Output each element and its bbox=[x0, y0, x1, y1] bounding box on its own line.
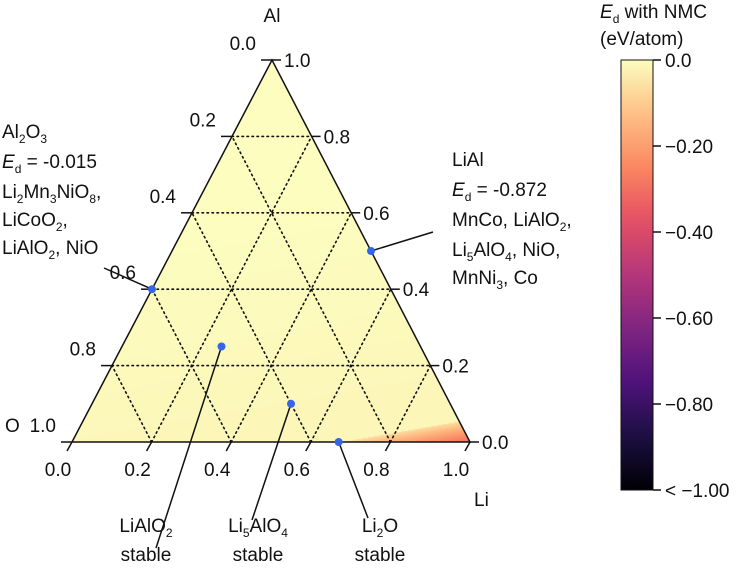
axis-ticks: 0.00.00.00.20.20.20.40.40.40.60.60.60.80… bbox=[30, 34, 509, 481]
colorbar-tick-label: −0.20 bbox=[665, 137, 713, 158]
stable-label: stable bbox=[121, 545, 172, 566]
colorbar-tick-label: −0.60 bbox=[665, 309, 713, 330]
leader-line bbox=[155, 346, 223, 549]
bottom-tick-mark bbox=[305, 441, 312, 452]
bottom-tick-mark bbox=[145, 441, 153, 452]
lial-annotation-line: Ed​ = -0.872 bbox=[452, 180, 547, 204]
lial-annotation-line: LiAl bbox=[452, 150, 484, 171]
left-tick-label: 0.0 bbox=[230, 34, 256, 55]
data-point-3 bbox=[217, 342, 226, 351]
stable-label: LiAlO2​ bbox=[119, 516, 172, 540]
left-tick-label: 1.0 bbox=[30, 416, 56, 437]
colorbar: 0.0 −0.20 −0.40 −0.60 −0.80 < −1.00 Ed with NM… bbox=[600, 2, 729, 502]
right-tick-label: 0.8 bbox=[324, 127, 350, 148]
data-point-1 bbox=[148, 285, 156, 294]
data-point-5 bbox=[334, 438, 343, 446]
data-points bbox=[148, 247, 375, 446]
right-tick-label: 0.2 bbox=[442, 357, 468, 378]
lial-annotation-line: Li5​AlO4​, NiO, bbox=[452, 240, 560, 264]
grid-line-o bbox=[191, 212, 312, 443]
annotations: Al2​O3​ Ed​ = -0.015 Li2​Mn3​NiO8​, LiCoO2​… bbox=[2, 122, 572, 566]
bottom-tick-mark bbox=[464, 441, 471, 452]
bottom-tick-label: 0.2 bbox=[124, 460, 150, 481]
colorbar-units: (eV/atom) bbox=[600, 29, 683, 50]
right-tick-label: 0.4 bbox=[403, 280, 430, 301]
leader-line bbox=[251, 403, 292, 521]
al2o3-annotation-line: Al2​O3​ bbox=[2, 122, 47, 146]
grid-line-o bbox=[111, 364, 153, 443]
bottom-tick-mark bbox=[225, 441, 232, 452]
bottom-tick-label: 0.6 bbox=[284, 460, 310, 481]
al2o3-annotation-line: LiAlO2​, NiO bbox=[2, 238, 98, 262]
right-tick-label: 0.0 bbox=[482, 433, 508, 454]
colorbar-tick-label: 0.0 bbox=[665, 51, 691, 72]
bottom-tick-mark bbox=[384, 441, 392, 452]
leader-line bbox=[103, 267, 153, 290]
grid-line-li bbox=[389, 364, 432, 443]
leader-line bbox=[370, 231, 434, 252]
vertex-label-al: Al bbox=[264, 6, 281, 27]
stable-label: stable bbox=[233, 545, 284, 566]
right-tick-label: 0.6 bbox=[363, 204, 389, 225]
colorbar-tick-label: −0.40 bbox=[665, 223, 713, 244]
lial-annotation-line: MnNi3​, Co bbox=[452, 268, 538, 292]
stable-label: stable bbox=[355, 545, 406, 566]
bottom-tick-label: 0.0 bbox=[45, 460, 71, 481]
ternary-heatmap bbox=[72, 60, 470, 442]
grid-line-li bbox=[309, 288, 392, 443]
bottom-tick-label: 0.8 bbox=[363, 460, 389, 481]
grid-line-li bbox=[230, 212, 353, 443]
stable-label: Li5​AlO4​ bbox=[228, 516, 288, 540]
vertex-labels: Al O Li bbox=[5, 6, 489, 511]
data-point-2 bbox=[367, 247, 375, 255]
bottom-tick-label: 1.0 bbox=[443, 460, 469, 481]
leader-lines bbox=[103, 231, 434, 549]
colorbar-tick-label: −0.80 bbox=[665, 395, 713, 416]
data-point-4 bbox=[287, 399, 295, 408]
bottom-tick-mark bbox=[66, 441, 73, 452]
al2o3-annotation-line: Ed​ = -0.015 bbox=[2, 152, 97, 176]
ternary-grid bbox=[111, 135, 432, 443]
colorbar-tick-label: < −1.00 bbox=[665, 481, 729, 502]
bottom-tick-label: 0.4 bbox=[204, 460, 231, 481]
left-tick-label: 0.2 bbox=[190, 110, 216, 131]
colorbar-title: Ed with NMC bbox=[600, 2, 707, 26]
left-tick-label: 0.4 bbox=[150, 187, 177, 208]
leader-line bbox=[337, 441, 369, 519]
grid-line-o bbox=[151, 288, 232, 443]
al2o3-annotation-line: Li2​Mn3​NiO8​, bbox=[2, 182, 101, 206]
vertex-label-o: O bbox=[5, 416, 20, 437]
stable-label: Li2​O bbox=[362, 516, 398, 540]
lial-annotation-line: MnCo, LiAlO2​, bbox=[452, 210, 572, 234]
colorbar-gradient bbox=[620, 59, 654, 491]
left-tick-label: 0.8 bbox=[70, 340, 96, 361]
vertex-label-li: Li bbox=[474, 490, 489, 511]
right-tick-label: 1.0 bbox=[284, 51, 310, 72]
al2o3-annotation-line: LiCoO2​, bbox=[2, 210, 68, 234]
